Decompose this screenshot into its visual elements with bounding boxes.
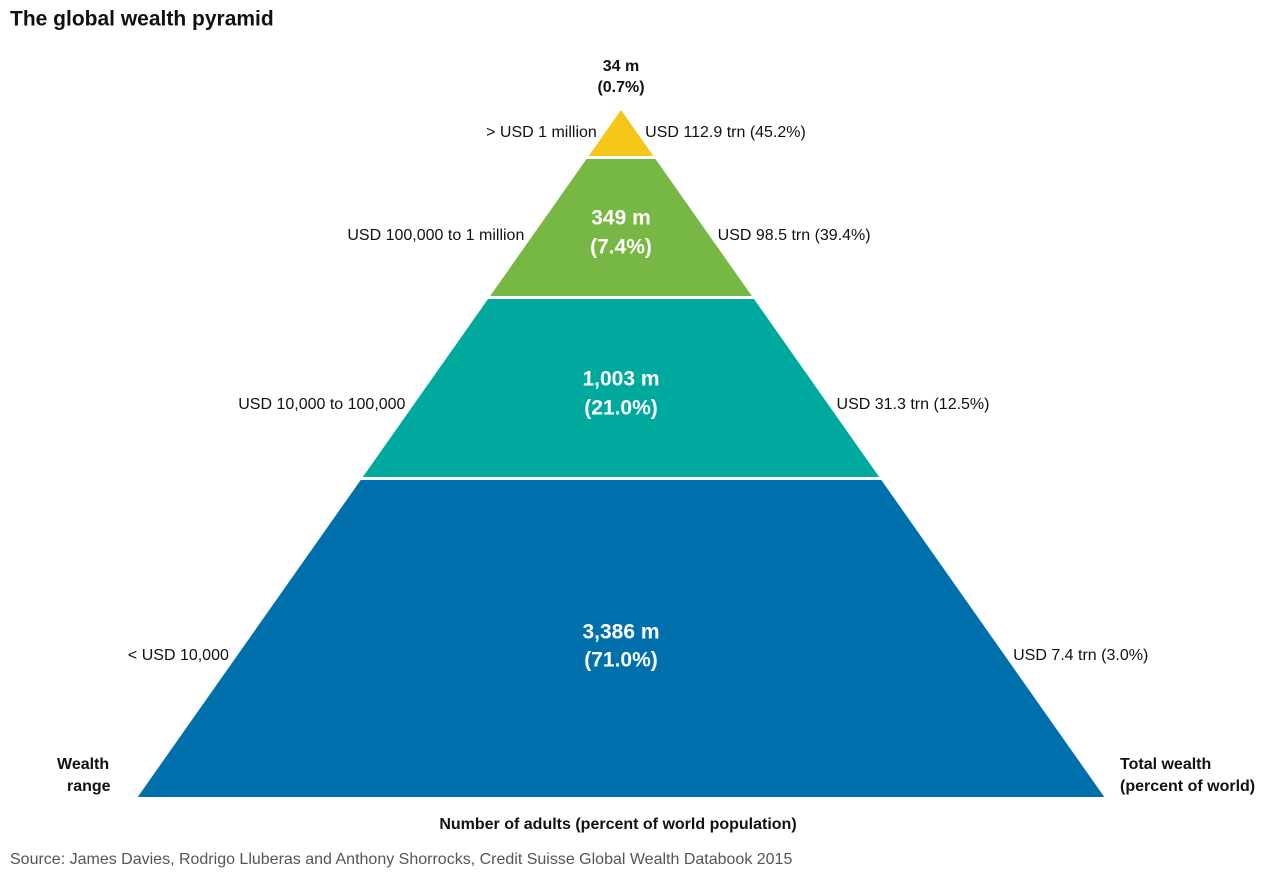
total-wealth: USD 112.9 trn (45.2%) (645, 124, 806, 141)
title: The global wealth pyramid (10, 8, 274, 31)
wealth-range: USD 10,000 to 100,000 (238, 396, 405, 413)
total-wealth: USD 7.4 trn (3.0%) (1013, 647, 1148, 664)
left-label: Wealth (57, 756, 109, 773)
adults-count: 3,386 m (582, 621, 659, 644)
wealth-range: > USD 1 million (486, 124, 597, 141)
left-label: range (67, 778, 111, 795)
adults-share: (71.0%) (584, 649, 658, 672)
total-wealth: USD 98.5 trn (39.4%) (718, 227, 871, 244)
adults-count: 349 m (591, 207, 651, 230)
pyramid-tier (588, 110, 654, 156)
adults-share: (0.7%) (597, 79, 644, 96)
adults-count: 34 m (603, 58, 639, 75)
right-label: (percent of world) (1120, 778, 1255, 795)
adults-share: (21.0%) (584, 397, 658, 420)
bottom-label: Number of adults (percent of world popul… (439, 816, 796, 833)
wealth-range: < USD 10,000 (128, 647, 229, 664)
pyramid-tier (490, 159, 752, 296)
pyramid-tier (362, 299, 880, 477)
adults-share: (7.4%) (590, 236, 652, 259)
pyramid-tier (137, 480, 1105, 797)
adults-count: 1,003 m (582, 368, 659, 391)
right-label: Total wealth (1120, 756, 1211, 773)
wealth-range: USD 100,000 to 1 million (347, 227, 524, 244)
total-wealth: USD 31.3 trn (12.5%) (837, 396, 990, 413)
source: Source: James Davies, Rodrigo Lluberas a… (10, 851, 792, 868)
